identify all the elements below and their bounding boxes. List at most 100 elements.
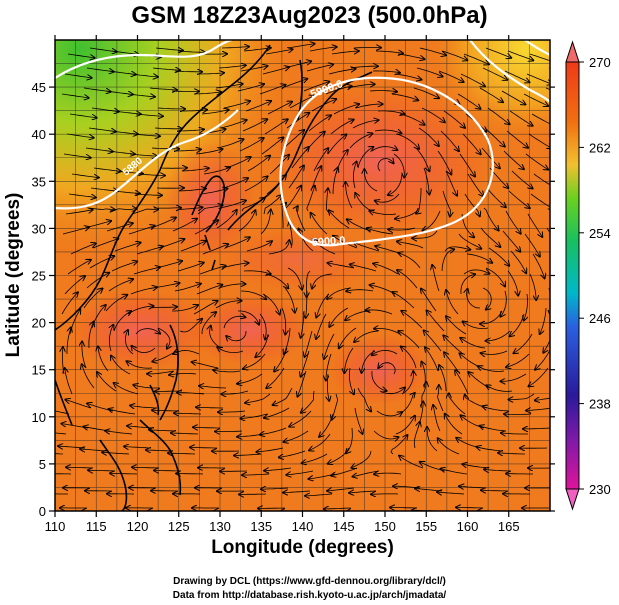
y-tick-label: 40	[32, 127, 46, 142]
streamline	[532, 253, 545, 278]
streamline	[172, 219, 197, 232]
streamline	[552, 268, 560, 294]
streamline	[398, 253, 421, 269]
streamline	[498, 453, 525, 454]
y-tick-label: 15	[32, 363, 46, 378]
x-tick-label: 155	[415, 519, 437, 534]
streamline	[353, 47, 381, 48]
x-tick-label: 165	[498, 519, 520, 534]
streamline	[528, 133, 550, 148]
streamline	[418, 127, 439, 146]
streamline	[377, 159, 394, 172]
streamline	[218, 284, 246, 289]
streamline	[510, 250, 526, 273]
streamline	[529, 367, 549, 386]
streamline	[351, 450, 372, 468]
streamline	[279, 450, 306, 457]
streamline	[555, 248, 567, 272]
streamline	[423, 167, 429, 194]
streamline	[357, 387, 371, 411]
streamline	[313, 148, 328, 172]
streamline	[416, 67, 443, 77]
streamline	[105, 431, 133, 434]
streamline	[329, 210, 350, 229]
streamline	[64, 73, 92, 78]
streamline	[269, 155, 289, 175]
colorbar-min-arrow	[565, 488, 580, 511]
streamline	[401, 311, 423, 329]
x-tick-label: 135	[250, 519, 272, 534]
streamline	[316, 313, 327, 339]
streamline	[308, 115, 331, 132]
streamline	[109, 325, 113, 352]
streamline	[150, 218, 176, 229]
streamline	[225, 157, 251, 169]
streamline	[65, 368, 73, 395]
streamline	[481, 147, 500, 168]
streamline	[378, 363, 396, 375]
streamline	[458, 233, 481, 249]
streamline	[127, 306, 153, 315]
streamline	[66, 133, 94, 138]
streamline	[82, 364, 95, 389]
streamline	[245, 393, 271, 403]
streamline	[222, 178, 248, 189]
streamline	[442, 190, 451, 216]
streamline	[375, 51, 403, 53]
streamline	[174, 71, 202, 72]
streamline	[482, 67, 507, 80]
streamline	[467, 289, 481, 309]
streamline	[243, 271, 271, 274]
streamline	[523, 428, 550, 429]
streamline	[357, 147, 373, 169]
streamline	[379, 388, 405, 395]
streamline	[242, 474, 270, 475]
streamline	[155, 48, 183, 51]
streamline	[305, 132, 325, 152]
streamline	[372, 350, 398, 355]
streamline	[425, 347, 439, 372]
streamline	[525, 153, 548, 170]
streamline	[427, 311, 445, 332]
streamline	[238, 210, 255, 232]
streamline	[129, 154, 157, 156]
streamline	[157, 327, 170, 349]
streamline	[287, 44, 315, 49]
streamline	[331, 467, 358, 476]
streamline	[350, 66, 378, 68]
streamline	[298, 370, 307, 397]
streamline	[372, 71, 400, 73]
streamline	[485, 267, 505, 286]
y-tick-label: 0	[39, 504, 46, 519]
colorbar-tick-label: 238	[589, 397, 611, 412]
streamline	[529, 273, 536, 300]
streamline	[439, 365, 447, 392]
streamline	[332, 168, 338, 195]
streamline	[401, 371, 414, 395]
streamline	[377, 111, 405, 114]
streamline	[226, 330, 247, 341]
streamline	[374, 130, 402, 133]
streamline	[210, 326, 222, 349]
streamline	[309, 47, 337, 52]
streamline	[242, 119, 267, 132]
streamline	[511, 170, 533, 189]
streamline	[349, 134, 372, 149]
streamline	[549, 208, 550, 209]
streamline	[483, 207, 499, 231]
colorbar-tick-label: 230	[589, 482, 611, 497]
streamline	[326, 188, 330, 215]
streamline	[441, 50, 467, 60]
streamline	[374, 328, 401, 335]
streamline	[445, 414, 463, 435]
streamline	[396, 133, 419, 149]
streamline	[481, 350, 508, 354]
streamline	[464, 193, 480, 216]
streamline	[526, 73, 550, 84]
streamline	[398, 393, 415, 415]
streamline	[98, 346, 109, 372]
streamline	[531, 113, 550, 127]
streamline	[524, 293, 528, 321]
streamline	[152, 283, 180, 289]
streamline	[86, 273, 109, 289]
